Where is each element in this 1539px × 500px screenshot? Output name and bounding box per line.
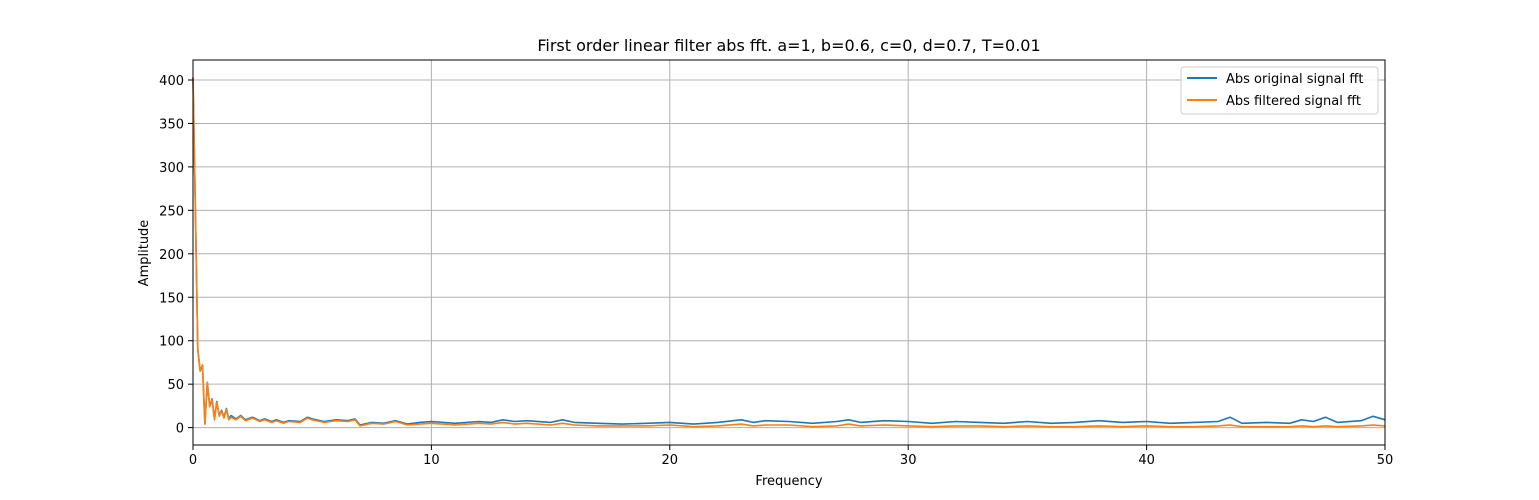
legend-label-original: Abs original signal fft [1226, 72, 1363, 87]
y-tick-label: 100 [159, 335, 184, 350]
y-axis-label: Amplitude [137, 220, 152, 287]
y-ticks: 0 50 100 150 200 250 300 350 400 [159, 74, 193, 437]
y-tick-label: 200 [159, 248, 184, 263]
series-line-filtered [192, 77, 1386, 428]
x-tick-label: 0 [189, 453, 197, 468]
y-tick-label: 50 [167, 378, 184, 393]
x-ticks: 0 10 20 30 40 50 [189, 445, 1393, 468]
legend-label-filtered: Abs filtered signal fft [1226, 94, 1361, 109]
y-tick-label: 350 [159, 117, 184, 132]
series-layer [192, 77, 1386, 428]
y-tick-label: 400 [159, 74, 184, 89]
x-tick-label: 30 [900, 453, 917, 468]
x-axis-label: Frequency [755, 474, 822, 489]
legend: Abs original signal fft Abs filtered sig… [1180, 66, 1379, 115]
x-tick-label: 50 [1377, 453, 1394, 468]
legend-box [1180, 66, 1379, 115]
plot-frame [192, 59, 1386, 446]
y-tick-label: 150 [159, 291, 184, 306]
y-tick-label: 0 [176, 422, 184, 437]
x-tick-label: 40 [1138, 453, 1155, 468]
y-tick-label: 300 [159, 161, 184, 176]
y-tick-label: 250 [159, 204, 184, 219]
chart-title: First order linear filter abs fft. a=1, … [537, 36, 1040, 55]
x-tick-label: 20 [662, 453, 679, 468]
plot-area [193, 60, 1385, 445]
x-tick-label: 10 [423, 453, 440, 468]
